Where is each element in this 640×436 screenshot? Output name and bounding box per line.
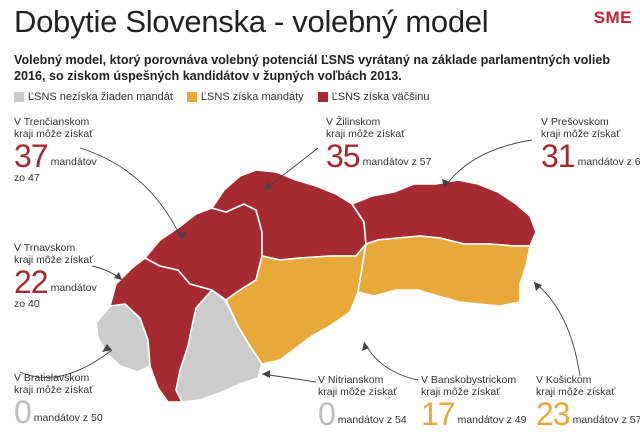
callout-trenciansky-tail: mandátov: [50, 156, 97, 168]
callout-presovsky-line2: kraji môže získať: [541, 128, 621, 140]
sme-logo: SME: [593, 8, 632, 27]
legend-label-orange: ĽSNS získa mandáty: [200, 91, 304, 103]
callout-presovsky-tail: mandátov z 62: [577, 156, 640, 168]
callout-trenciansky-seats: 37: [14, 138, 49, 174]
map-title: Dobytie Slovenska - volebný model: [14, 4, 489, 39]
leader-presovsky: [443, 139, 533, 189]
legend-item-gray: ĽSNS nezíska žiaden mandát: [14, 91, 173, 103]
callout-banskobystricky-line2: kraji môže získať: [421, 386, 501, 398]
legend-swatch-orange: [186, 92, 197, 102]
callout-trnavsky-line1: V Trnavskom: [14, 242, 76, 254]
legend: ĽSNS nezíska žiaden mandát ĽSNS získa ma…: [14, 91, 443, 103]
callout-bratislavsky-line2: kraji môže získať: [14, 384, 94, 396]
callout-trnavsky: V Trnavskom kraji môže získať 22 mandáto…: [14, 242, 97, 310]
region-kosicky[interactable]: [357, 235, 531, 307]
callout-presovsky-seats: 31: [541, 138, 576, 174]
callout-banskobystricky-line1: V Banskobystrickom: [421, 374, 517, 386]
callout-presovsky: V Prešovskom kraji môže získať 31 mandát…: [541, 116, 640, 172]
callout-kosicky-tail: mandátov z 57: [572, 414, 640, 426]
arrowhead-trnavsky: [114, 272, 122, 280]
callout-trnavsky-line2: kraji môže získať: [14, 254, 94, 266]
legend-swatch-gray: [14, 92, 24, 102]
arrowhead-presovsky: [442, 179, 450, 188]
callout-trenciansky-line2: kraji môže získať: [14, 128, 94, 140]
callout-trenciansky-sub: zo 47: [14, 172, 40, 184]
callout-banskobystricky-tail: mandátov z 49: [457, 414, 527, 426]
arrowhead-nitriansky: [262, 370, 270, 378]
legend-label-gray: ĽSNS nezíska žiaden mandát: [28, 91, 173, 103]
arrowhead-zilinsky: [264, 182, 272, 190]
callout-nitriansky-seats: 0: [318, 396, 336, 432]
legend-label-red: ĽSNS získa väčšinu: [331, 91, 430, 103]
map-subtitle: Volebný model, ktorý porovnáva volebný p…: [14, 53, 611, 83]
callout-bratislavsky: V Bratislavskom kraji môže získať 0 mand…: [14, 372, 103, 428]
callout-bratislavsky-seats: 0: [14, 394, 32, 430]
legend-item-red: ĽSNS získa väčšinu: [317, 91, 430, 103]
callout-zilinsky: V Žilinskom kraji môže získať 35 mandáto…: [326, 116, 431, 172]
leader-kosicky: [533, 281, 581, 377]
callout-bratislavsky-tail: mandátov z 50: [33, 412, 103, 424]
callout-zilinsky-tail: mandátov z 57: [362, 156, 432, 168]
callout-trnavsky-sub: zo 40: [14, 298, 40, 310]
callout-zilinsky-line2: kraji môže získať: [326, 128, 406, 140]
callout-presovsky-line1: V Prešovskom: [541, 116, 609, 128]
callout-trenciansky-line1: V Trenčianskom: [14, 116, 90, 128]
callout-kosicky-line1: V Košickom: [536, 374, 592, 386]
callout-trenciansky: V Trenčianskom kraji môže získať 37 mand…: [14, 116, 97, 184]
region-presovsky[interactable]: [351, 179, 537, 247]
callout-banskobystricky: V Banskobystrickom kraji môže získať 17 …: [421, 374, 526, 430]
callout-nitriansky-tail: mandátov z 54: [337, 414, 407, 426]
leader-bratislavsky: [19, 349, 113, 378]
leader-nitriansky: [261, 373, 317, 383]
callout-nitriansky-line1: V Nitrianskom: [318, 374, 384, 386]
callout-banskobystricky-seats: 17: [421, 396, 456, 432]
arrowhead-bratislavsky: [102, 344, 112, 352]
callout-kosicky: V Košickom kraji môže získať 23 mandátov…: [536, 374, 640, 430]
leader-trenciansky: [79, 147, 183, 241]
callout-trnavsky-seats: 22: [14, 264, 49, 300]
legend-item-orange: ĽSNS získa mandáty: [186, 91, 304, 103]
arrowhead-banskobystricky: [362, 342, 369, 351]
arrowhead-kosicky: [534, 282, 542, 291]
callout-kosicky-line2: kraji môže získať: [536, 386, 616, 398]
callout-nitriansky-line2: kraji môže získať: [318, 386, 398, 398]
callout-nitriansky: V Nitrianskom kraji môže získať 0 mandát…: [318, 374, 407, 430]
callout-trnavsky-tail: mandátov: [50, 282, 97, 294]
callout-zilinsky-seats: 35: [326, 138, 361, 174]
callout-zilinsky-line1: V Žilinskom: [326, 116, 381, 128]
legend-swatch-red: [317, 92, 328, 102]
callout-kosicky-seats: 23: [536, 396, 571, 432]
arrowhead-trenciansky: [177, 232, 186, 240]
callout-bratislavsky-line1: V Bratislavskom: [14, 372, 90, 384]
